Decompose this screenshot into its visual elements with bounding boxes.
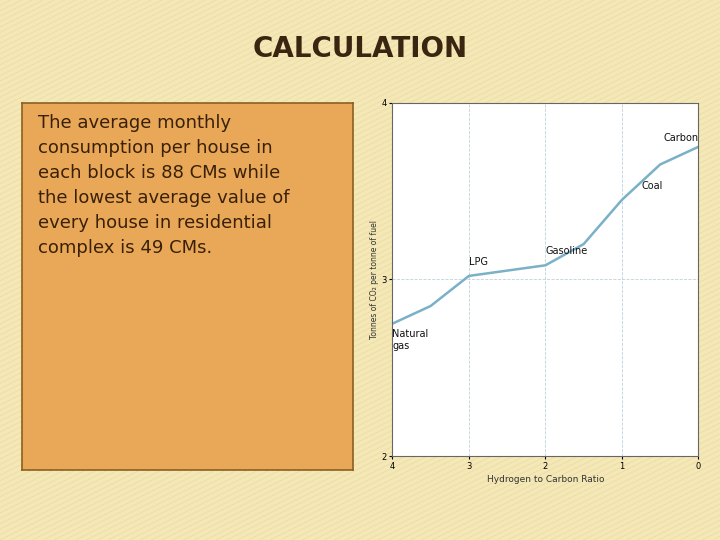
Y-axis label: Tonnes of CO₂ per tonne of fuel: Tonnes of CO₂ per tonne of fuel <box>369 220 379 339</box>
Text: The average monthly
consumption per house in
each block is 88 CMs while
the lowe: The average monthly consumption per hous… <box>38 113 289 256</box>
Text: Natural
gas: Natural gas <box>392 329 428 350</box>
Text: LPG: LPG <box>469 257 488 267</box>
Text: Gasoline: Gasoline <box>546 246 588 256</box>
Text: Coal: Coal <box>641 181 662 191</box>
Text: Carbon: Carbon <box>663 133 698 143</box>
Text: CALCULATION: CALCULATION <box>253 35 467 63</box>
X-axis label: Hydrogen to Carbon Ratio: Hydrogen to Carbon Ratio <box>487 475 604 484</box>
